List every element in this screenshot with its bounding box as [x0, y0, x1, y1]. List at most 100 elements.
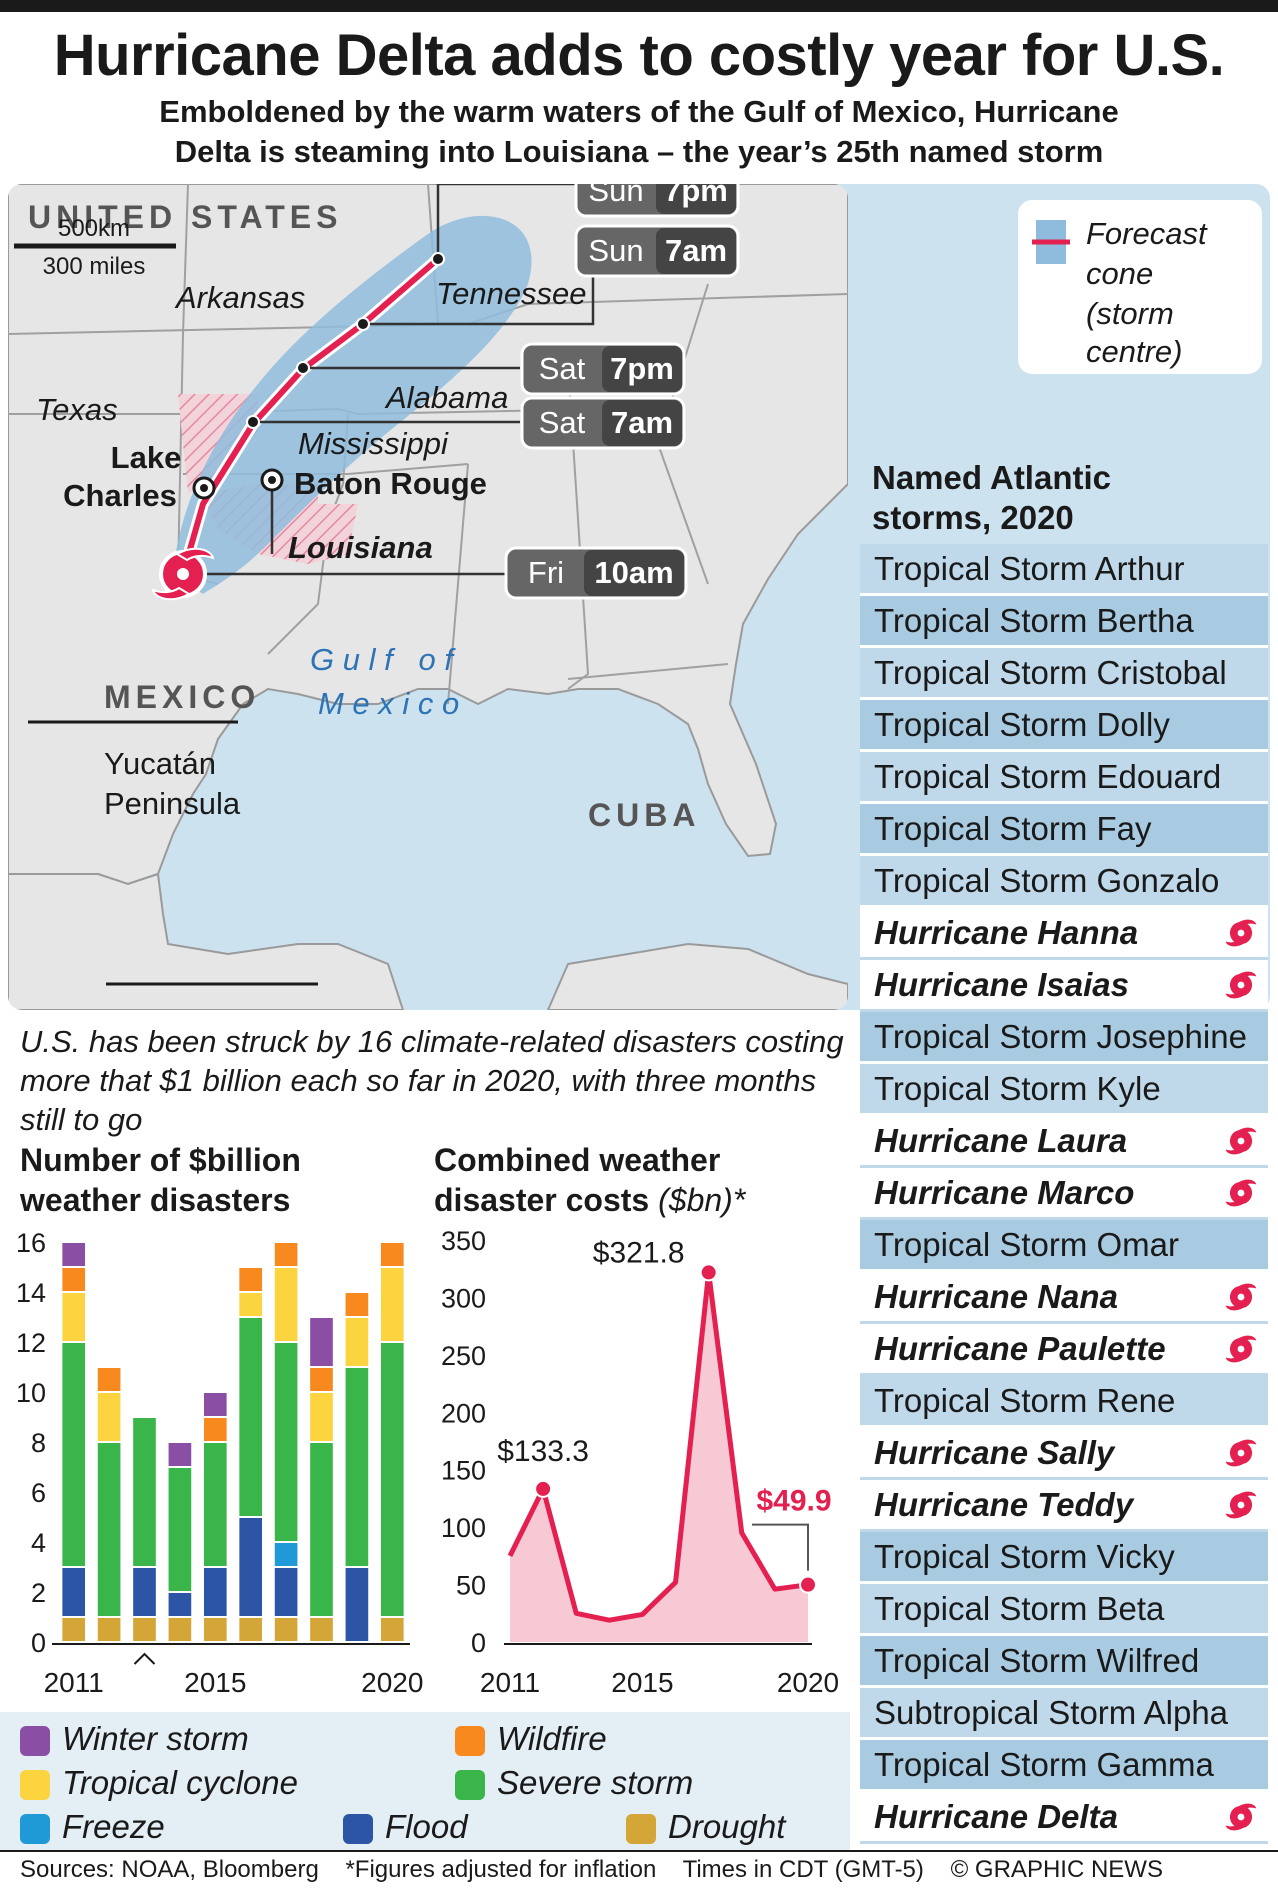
label-texas: Texas: [36, 392, 118, 427]
cost-data-label: $133.3: [497, 1435, 589, 1468]
storm-name: Tropical Storm Dolly: [874, 706, 1170, 743]
top-rule: [0, 0, 1278, 12]
storm-row: Tropical Storm Cristobal: [860, 648, 1268, 700]
callout-sun-7am: Sun 7am: [574, 224, 740, 278]
bar-segment: [62, 1243, 86, 1266]
storm-row: Tropical Storm Beta: [860, 1584, 1268, 1636]
bar-segment: [203, 1418, 227, 1441]
storm-name: Hurricane Teddy: [874, 1486, 1134, 1523]
label-gulf-1: G u l f o f: [310, 642, 456, 677]
page-title: Hurricane Delta adds to costly year for …: [53, 23, 1225, 88]
label-tennessee: Tennessee: [436, 276, 587, 311]
cost-point: [799, 1575, 817, 1594]
legend-drought: Drought: [668, 1808, 786, 1845]
legend-swatch-flood: [343, 1814, 373, 1844]
storm-row: Tropical Storm Fay: [860, 804, 1268, 856]
storm-row: Tropical Storm Edouard: [860, 752, 1268, 804]
storm-name: Tropical Storm Gonzalo: [874, 862, 1220, 899]
bar-segment: [168, 1593, 192, 1616]
label-yucatan-2: Peninsula: [104, 786, 241, 821]
label-alabama: Alabama: [384, 380, 508, 415]
bar-segment: [97, 1443, 121, 1616]
bar-segment: [345, 1293, 369, 1316]
callout-time: 7am: [611, 405, 673, 440]
bar-segment: [380, 1243, 404, 1266]
bar-segment: [203, 1618, 227, 1641]
x-tick-label: 2015: [184, 1667, 246, 1698]
legend-swatch-freeze: [20, 1814, 50, 1844]
mexico-land: [8, 872, 405, 1010]
label-arkansas: Arkansas: [174, 280, 305, 315]
callout-sat-7am: Sat 7am: [520, 396, 686, 450]
y-tick-label: 16: [16, 1228, 46, 1258]
storm-row: Hurricane Teddy: [860, 1480, 1268, 1532]
bar-segment: [274, 1243, 298, 1266]
bar-segment: [274, 1268, 298, 1341]
storm-row: Hurricane Delta: [860, 1792, 1268, 1844]
cost-chart-title: Combined weather disaster costs ($bn)*: [434, 1140, 745, 1220]
label-scale-km: 500km: [58, 215, 130, 242]
hurricane-icon: [1225, 971, 1257, 999]
callout-time: 7pm: [664, 184, 728, 208]
cost-chart-title-line-2: disaster costs ($bn)*: [434, 1180, 745, 1220]
bar-segment: [380, 1268, 404, 1341]
footer-footnote: *Figures adjusted for inflation: [345, 1856, 657, 1883]
hurricane-icon: [1225, 919, 1257, 947]
legend-freeze: Freeze: [62, 1808, 165, 1845]
legend-severe-storm: Severe storm: [497, 1764, 694, 1801]
cost-data-label: $49.9: [756, 1485, 831, 1518]
cost-data-label: $321.8: [593, 1236, 685, 1269]
bar-segment: [345, 1368, 369, 1566]
y-tick-label: 100: [441, 1513, 486, 1543]
bar-segment: [133, 1618, 156, 1641]
bar-segment: [203, 1443, 227, 1566]
y-tick-label: 14: [16, 1278, 46, 1308]
y-tick-label: 8: [31, 1428, 46, 1458]
callout-time: 10am: [594, 555, 673, 590]
label-lake: Lake: [111, 440, 182, 475]
label-united-states: UNITED STATES: [28, 199, 342, 235]
bar-segment: [168, 1443, 192, 1466]
bar-segment: [310, 1318, 333, 1366]
storm-row: Tropical Storm Wilfred: [860, 1636, 1268, 1688]
bar-segment: [62, 1618, 86, 1641]
hurricane-icon: [1225, 1335, 1257, 1363]
bar-segment: [274, 1568, 298, 1616]
label-yucatan-1: Yucatán: [104, 746, 216, 781]
bar-segment: [380, 1618, 404, 1641]
hurricane-icon: [151, 547, 215, 601]
bar-segment: [345, 1568, 369, 1641]
cost-chart-unit: ($bn)*: [658, 1182, 746, 1218]
storm-row: Tropical Storm Kyle: [860, 1064, 1268, 1116]
label-scale-miles: 300 miles: [43, 253, 146, 280]
chart-legend: Winter storm Wildfire Tropical cyclone S…: [0, 1712, 850, 1850]
bar-segment: [239, 1518, 263, 1616]
bar-segment: [133, 1568, 156, 1616]
hurricane-icon: [1225, 1439, 1257, 1467]
label-mississippi: Mississippi: [298, 426, 449, 461]
legend-forecast: Forecast: [1086, 216, 1208, 251]
storm-name: Hurricane Delta: [874, 1798, 1118, 1835]
cost-label-leader: [752, 1523, 809, 1571]
storm-row: Subtropical Storm Alpha: [860, 1688, 1268, 1740]
storm-name: Tropical Storm Wilfred: [874, 1642, 1200, 1679]
storm-row: Tropical Storm Dolly: [860, 700, 1268, 752]
bar-segment: [97, 1368, 121, 1391]
y-tick-label: 10: [16, 1378, 46, 1408]
storm-name: Tropical Storm Vicky: [874, 1538, 1175, 1575]
callout-day: Sun: [588, 233, 643, 268]
cost-chart-title-line-1: Combined weather: [434, 1142, 721, 1178]
callout-time: 7pm: [610, 351, 674, 386]
footer-credit: © GRAPHIC NEWS: [950, 1856, 1163, 1883]
bar-segment: [97, 1393, 121, 1441]
label-charles: Charles: [63, 478, 177, 513]
bar-segment: [274, 1543, 298, 1566]
storm-name: Tropical Storm Fay: [874, 810, 1152, 847]
bar-segment: [310, 1618, 333, 1641]
storm-name: Hurricane Hanna: [874, 914, 1139, 951]
storm-name: Tropical Storm Bertha: [874, 602, 1194, 639]
x-tick-label: 2020: [777, 1667, 839, 1698]
bar-segment: [97, 1618, 121, 1641]
cost-line: [507, 1269, 809, 1623]
storm-row: Tropical Storm Gamma: [860, 1740, 1268, 1792]
